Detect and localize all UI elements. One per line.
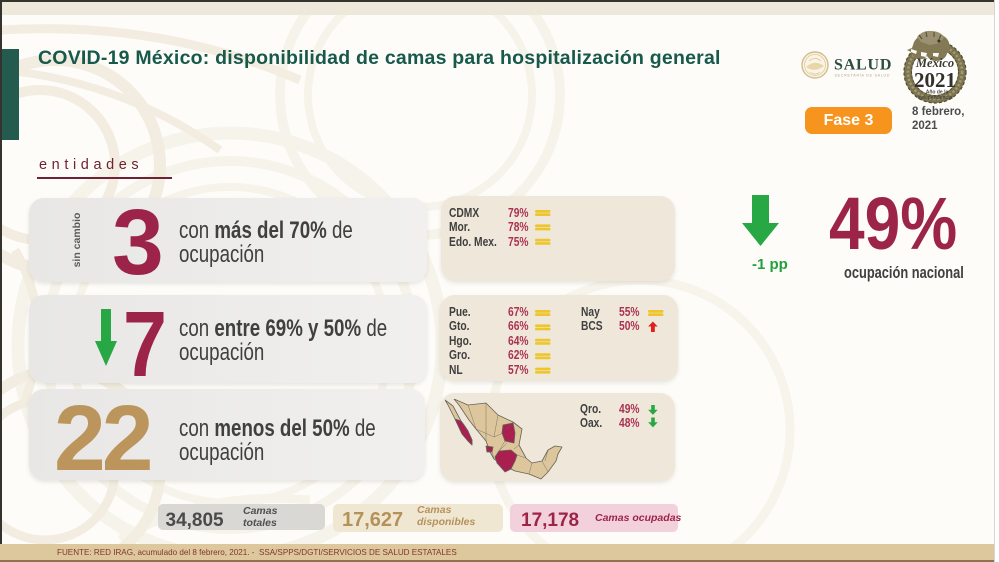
svg-text:SECRETARÍA DE SALUD: SECRETARÍA DE SALUD — [835, 74, 891, 78]
svg-text:SALUD: SALUD — [834, 57, 892, 74]
svg-text:Independencia: Independencia — [917, 95, 952, 101]
svg-text:Año de la: Año de la — [926, 90, 949, 96]
svg-text:México: México — [915, 56, 954, 70]
svg-text:2021: 2021 — [914, 68, 956, 92]
